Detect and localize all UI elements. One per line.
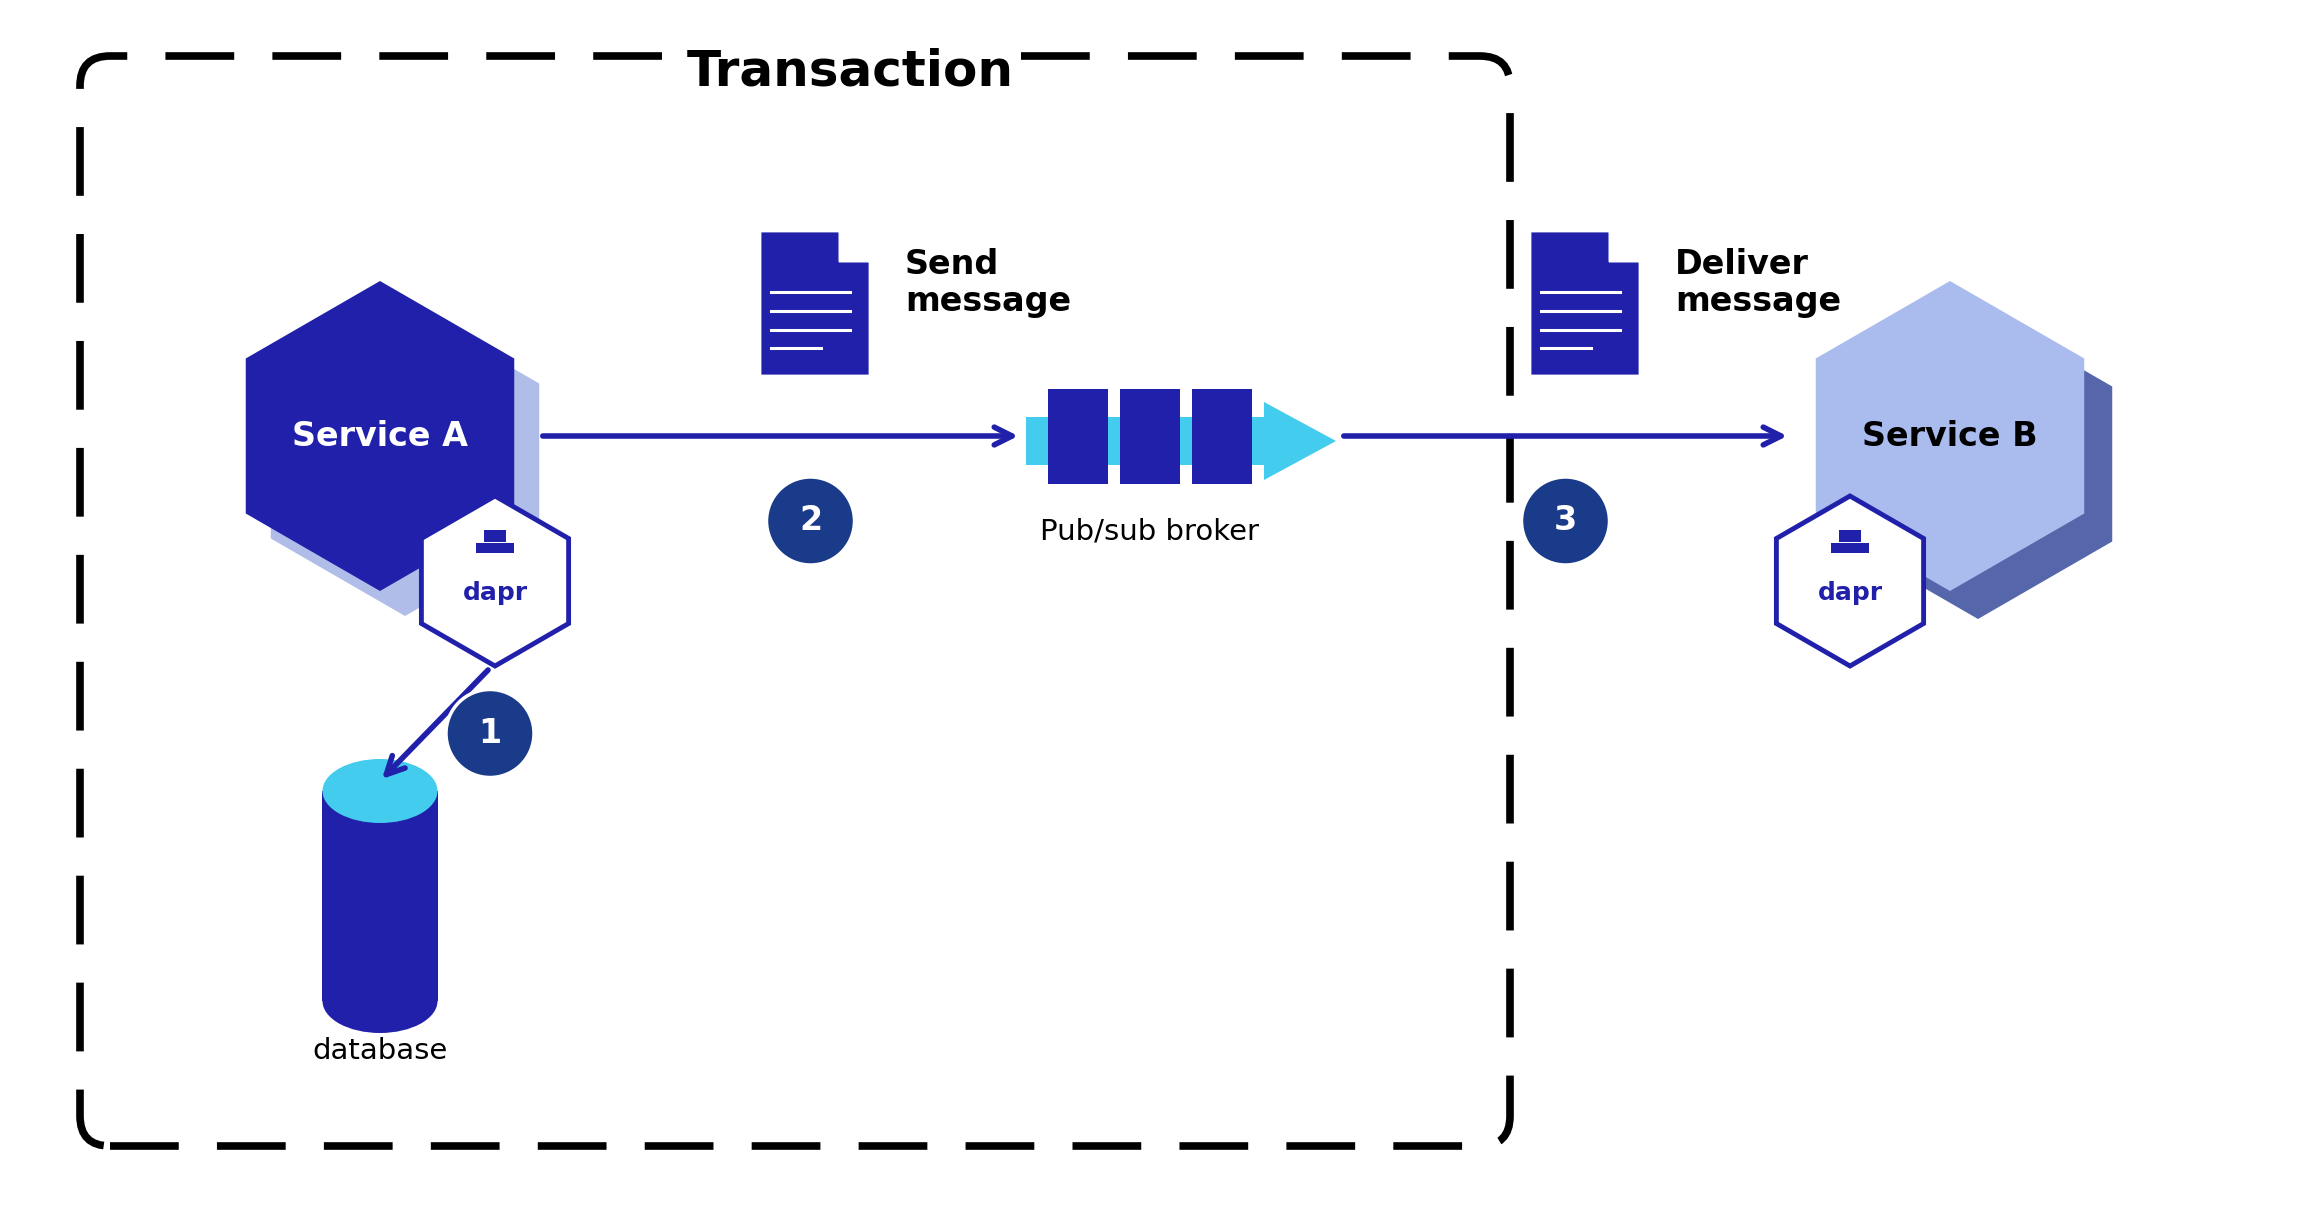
Text: 2: 2 [799,505,822,537]
Circle shape [1522,477,1610,565]
Text: 3: 3 [1555,505,1578,537]
Bar [323,790,437,1001]
Bar [485,529,506,541]
Polygon shape [420,496,568,666]
Text: 1: 1 [478,717,501,750]
Bar [1832,544,1869,553]
Polygon shape [1816,281,2084,591]
Text: Service B: Service B [1862,420,2037,452]
Polygon shape [1610,231,1640,261]
Text: Transaction: Transaction [686,47,1014,95]
Polygon shape [245,281,515,591]
Text: dapr: dapr [462,581,527,606]
Polygon shape [1776,496,1924,666]
Polygon shape [1529,231,1640,376]
Polygon shape [270,306,538,617]
Text: Pub/sub broker: Pub/sub broker [1040,517,1259,545]
Ellipse shape [323,969,437,1034]
Circle shape [446,689,534,777]
Bar [1839,529,1862,541]
Bar [1192,388,1252,484]
Bar [1120,388,1180,484]
Text: dapr: dapr [1818,581,1883,606]
Ellipse shape [323,759,437,823]
Polygon shape [839,231,871,261]
Polygon shape [1843,309,2111,619]
Bar [476,544,515,553]
Text: Send
message: Send message [906,248,1072,317]
Circle shape [767,477,855,565]
Polygon shape [1026,402,1335,480]
Text: Deliver
message: Deliver message [1675,248,1841,317]
Bar [1049,388,1109,484]
Text: database: database [312,1037,448,1065]
Polygon shape [760,231,871,376]
Text: Service A: Service A [291,420,469,452]
